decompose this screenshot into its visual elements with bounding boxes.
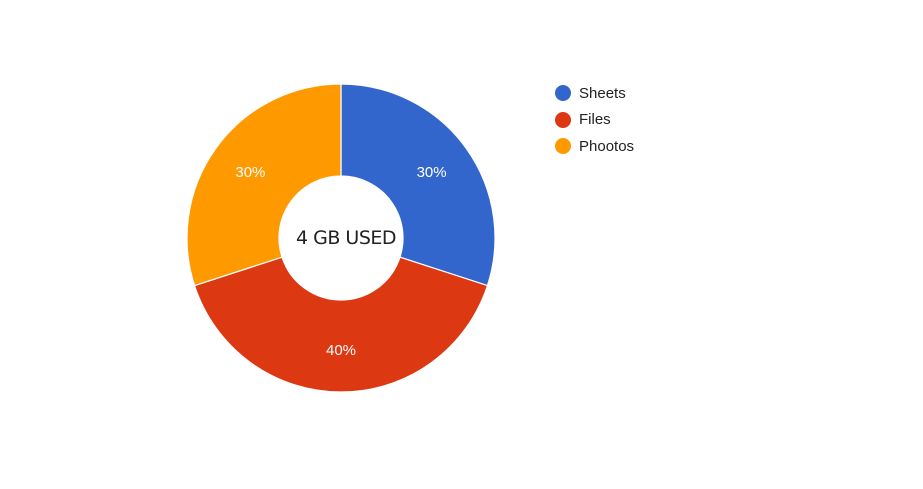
legend-label-sheets: Sheets — [579, 84, 626, 102]
legend: Sheets Files Phootos — [555, 80, 634, 160]
legend-label-phootos: Phootos — [579, 137, 635, 155]
legend-label-files: Files — [579, 111, 611, 129]
legend-swatch-files — [555, 111, 571, 128]
legend-item-files[interactable]: Files — [555, 107, 634, 134]
slice-label-sheets: 30% — [417, 164, 447, 181]
legend-swatch-phootos — [555, 138, 571, 155]
donut-hole — [279, 176, 403, 300]
slice-label-phootos: 30% — [235, 164, 265, 181]
slice-label-files: 40% — [326, 342, 356, 359]
legend-item-sheets[interactable]: Sheets — [555, 80, 634, 107]
legend-swatch-sheets — [555, 85, 571, 102]
center-usage-label: 4 GB USED — [295, 227, 397, 249]
legend-item-phootos[interactable]: Phootos — [555, 133, 634, 160]
